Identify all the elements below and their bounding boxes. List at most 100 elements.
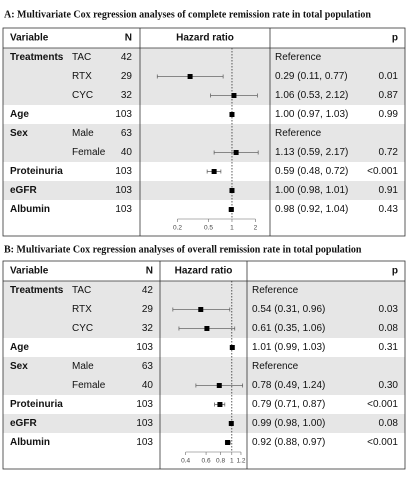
- subgroup: Female: [72, 147, 106, 158]
- x-tick-label: 0.8: [216, 458, 225, 465]
- panel-title: B: Multivariate Cox regression analyses …: [4, 244, 362, 255]
- row-shade: [3, 124, 405, 143]
- estimate-label: 1.00 (0.97, 1.03): [275, 109, 348, 120]
- variable: Sex: [10, 361, 28, 372]
- n-count: 103: [115, 204, 132, 215]
- estimate-label: 0.59 (0.48, 0.72): [275, 166, 348, 177]
- p-value: 0.08: [379, 418, 399, 429]
- column-header: Variable: [10, 266, 49, 277]
- variable: Albumin: [10, 204, 50, 215]
- x-tick-label: 1: [230, 225, 234, 232]
- variable: eGFR: [10, 418, 37, 429]
- estimate-label: 0.79 (0.71, 0.87): [252, 399, 325, 410]
- p-value: 0.43: [379, 204, 399, 215]
- estimate-marker: [225, 440, 231, 445]
- subgroup: RTX: [72, 304, 92, 315]
- estimate-marker: [216, 383, 222, 388]
- variable: Treatments: [10, 52, 64, 63]
- estimate-label: Reference: [275, 52, 322, 63]
- subgroup: TAC: [72, 285, 91, 296]
- row-shade: [3, 143, 405, 162]
- estimate-label: Reference: [252, 361, 299, 372]
- estimate-label: 0.78 (0.49, 1.24): [252, 380, 325, 391]
- p-value: 0.99: [379, 109, 399, 120]
- estimate-marker: [228, 421, 234, 426]
- estimate-label: 1.06 (0.53, 2.12): [275, 90, 348, 101]
- p-value: 0.91: [379, 185, 399, 196]
- p-value: 0.30: [379, 380, 399, 391]
- x-tick-label: 0.2: [173, 225, 182, 232]
- estimate-marker: [211, 169, 217, 174]
- variable: Age: [10, 342, 29, 353]
- p-value: 0.31: [379, 342, 399, 353]
- p-value: 0.72: [379, 147, 399, 158]
- n-count: 63: [142, 361, 154, 372]
- estimate-marker: [229, 112, 235, 117]
- column-header: Hazard ratio: [176, 33, 234, 44]
- p-value: <0.001: [367, 437, 398, 448]
- row-shade: [3, 86, 405, 105]
- subgroup: RTX: [72, 71, 92, 82]
- table-box: [2, 260, 406, 470]
- row-shade: [3, 357, 405, 376]
- estimate-marker: [229, 188, 235, 193]
- x-tick-label: 0.4: [181, 458, 190, 465]
- estimate-marker: [217, 402, 223, 407]
- variable: Sex: [10, 128, 28, 139]
- n-count: 63: [121, 128, 133, 139]
- subgroup: Male: [72, 361, 94, 372]
- estimate-label: 1.01 (0.99, 1.03): [252, 342, 325, 353]
- column-header: Hazard ratio: [175, 266, 233, 277]
- estimate-marker: [198, 307, 204, 312]
- n-count: 103: [136, 418, 153, 429]
- n-count: 103: [115, 185, 132, 196]
- x-tick-label: 2: [254, 225, 258, 232]
- estimate-label: 0.61 (0.35, 1.06): [252, 323, 325, 334]
- n-count: 29: [142, 304, 154, 315]
- estimate-label: 0.92 (0.88, 0.97): [252, 437, 325, 448]
- n-count: 103: [136, 399, 153, 410]
- p-value: 0.01: [379, 71, 399, 82]
- x-tick-label: 0.5: [204, 225, 213, 232]
- p-value: 0.08: [379, 323, 399, 334]
- estimate-label: Reference: [275, 128, 322, 139]
- p-value: 0.03: [379, 304, 399, 315]
- n-count: 40: [121, 147, 133, 158]
- estimate-marker: [228, 207, 234, 212]
- x-tick-label: 0.6: [202, 458, 211, 465]
- n-count: 103: [136, 437, 153, 448]
- variable: Proteinuria: [10, 166, 63, 177]
- estimate-label: 0.98 (0.92, 1.04): [275, 204, 348, 215]
- panel-title: A: Multivariate Cox regression analyses …: [4, 9, 371, 20]
- n-count: 40: [142, 380, 154, 391]
- subgroup: Male: [72, 128, 94, 139]
- n-count: 103: [136, 342, 153, 353]
- estimate-label: 1.13 (0.59, 2.17): [275, 147, 348, 158]
- variable: Treatments: [10, 285, 64, 296]
- estimate-label: 0.29 (0.11, 0.77): [275, 71, 348, 82]
- estimate-label: 1.00 (0.98, 1.01): [275, 185, 348, 196]
- table-box: [2, 27, 406, 237]
- x-tick-label: 1: [230, 458, 234, 465]
- n-count: 42: [121, 52, 133, 63]
- subgroup: CYC: [72, 323, 93, 334]
- variable: Albumin: [10, 437, 50, 448]
- column-header: N: [125, 33, 132, 44]
- n-count: 42: [142, 285, 154, 296]
- p-value: <0.001: [367, 166, 398, 177]
- subgroup: Female: [72, 380, 106, 391]
- estimate-marker: [231, 93, 237, 98]
- n-count: 32: [121, 90, 133, 101]
- subgroup: CYC: [72, 90, 93, 101]
- row-shade: [3, 281, 405, 300]
- variable: Age: [10, 109, 29, 120]
- p-value: <0.001: [367, 399, 398, 410]
- column-header: p: [392, 33, 398, 44]
- x-tick-label: 1.2: [236, 458, 245, 465]
- subgroup: TAC: [72, 52, 91, 63]
- column-header: N: [146, 266, 153, 277]
- n-count: 103: [115, 166, 132, 177]
- variable: eGFR: [10, 185, 37, 196]
- row-shade: [3, 181, 405, 200]
- estimate-label: 0.54 (0.31, 0.96): [252, 304, 325, 315]
